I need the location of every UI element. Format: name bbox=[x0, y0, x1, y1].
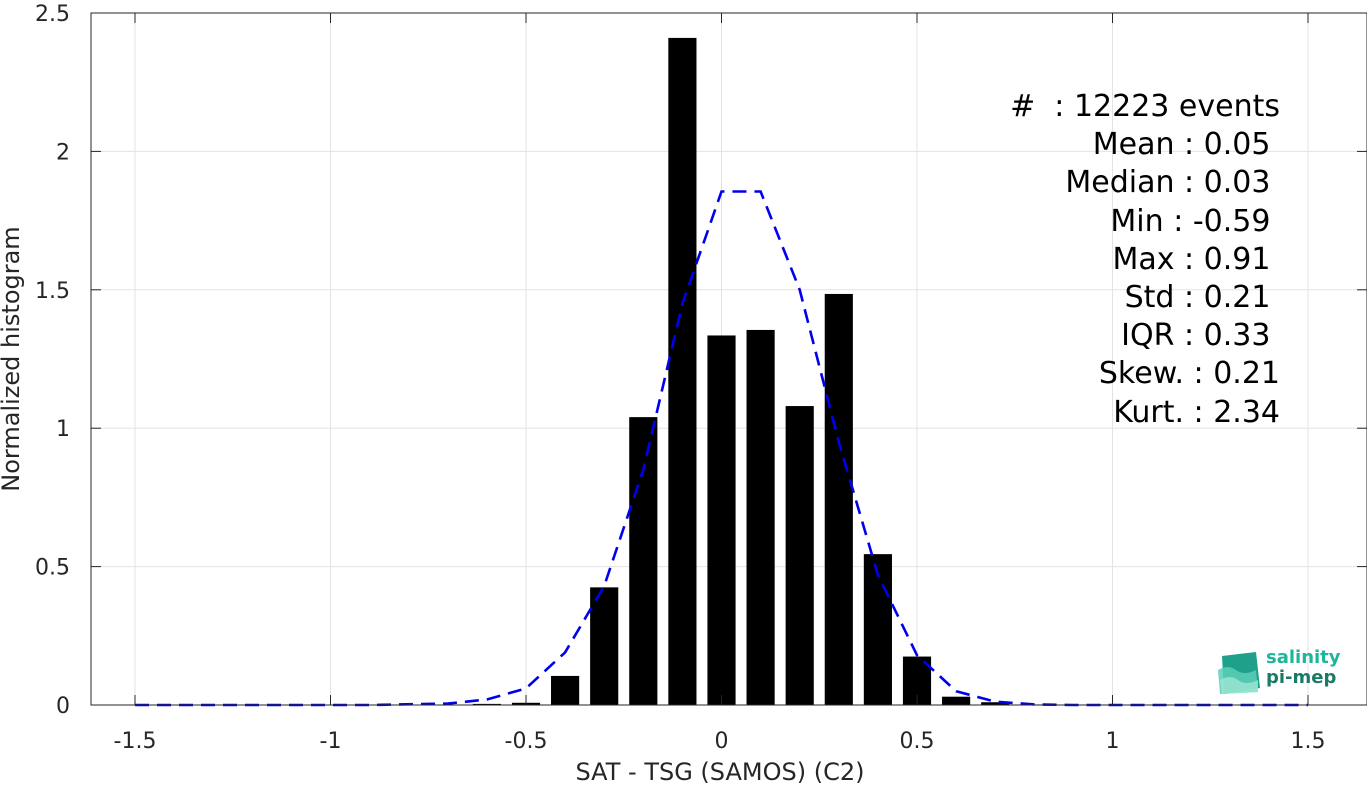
y-tick-label: 2 bbox=[56, 140, 70, 165]
statistics-box: # : 12223 events Mean : 0.05 Median : 0.… bbox=[930, 88, 1280, 432]
y-tick-label: 0.5 bbox=[35, 556, 70, 581]
x-tick-labels: -1.5 -1 -0.5 0 0.5 1 1.5 bbox=[114, 13, 1326, 754]
histogram-bar bbox=[981, 702, 1010, 705]
histogram-bar bbox=[629, 417, 658, 705]
y-axis-label: Normalized histogram bbox=[0, 226, 25, 491]
logo-line1: salinity bbox=[1266, 647, 1341, 668]
logo-wave-icon bbox=[1218, 652, 1260, 694]
stat-median: Median : 0.03 bbox=[1065, 165, 1280, 201]
y-tick-label: 2.5 bbox=[35, 2, 70, 27]
histogram-bar bbox=[785, 406, 814, 705]
stat-iqr: IQR : 0.33 bbox=[1121, 318, 1280, 354]
histogram-bar bbox=[942, 696, 971, 705]
stat-max: Max : 0.91 bbox=[1112, 241, 1280, 277]
y-tick-label: 1 bbox=[56, 417, 70, 442]
logo-line2: pi-mep bbox=[1266, 667, 1337, 688]
x-tick-label: -1 bbox=[320, 729, 342, 754]
x-tick-label: 1.5 bbox=[1291, 729, 1326, 754]
stat-std: Std : 0.21 bbox=[1124, 280, 1280, 316]
y-tick-label: 0 bbox=[56, 694, 70, 719]
y-tick-labels: 0 0.5 1 1.5 2 2.5 bbox=[35, 2, 1367, 719]
x-axis-label: SAT - TSG (SAMOS) (C2) bbox=[576, 758, 865, 785]
histogram-bar bbox=[746, 329, 775, 705]
x-tick-label: -1.5 bbox=[114, 729, 157, 754]
histogram-bar bbox=[551, 675, 580, 705]
histogram-bar bbox=[668, 37, 697, 706]
stat-skew: Skew. : 0.21 bbox=[1098, 356, 1280, 392]
stat-events: # : 12223 events bbox=[1010, 89, 1280, 124]
stat-kurt: Kurt. : 2.34 bbox=[1113, 394, 1280, 430]
x-tick-label: 1 bbox=[1106, 729, 1120, 754]
histogram-bar bbox=[590, 587, 619, 705]
stat-mean: Mean : 0.05 bbox=[1092, 127, 1280, 163]
histogram-bars bbox=[472, 37, 1049, 706]
y-tick-label: 1.5 bbox=[35, 279, 70, 304]
x-tick-label: 0 bbox=[715, 729, 729, 754]
histogram-bar bbox=[863, 554, 892, 705]
fit-curve bbox=[135, 190, 1308, 707]
plot-frame bbox=[90, 12, 1367, 706]
histogram-bar bbox=[707, 335, 736, 705]
x-tick-label: -0.5 bbox=[505, 729, 548, 754]
stat-min: Min : -0.59 bbox=[1110, 203, 1280, 239]
x-tick-label: 0.5 bbox=[900, 729, 935, 754]
salinity-pimep-logo: salinity pi-mep bbox=[1216, 646, 1346, 696]
histogram-bar bbox=[472, 703, 501, 705]
histogram-bar bbox=[824, 293, 853, 705]
